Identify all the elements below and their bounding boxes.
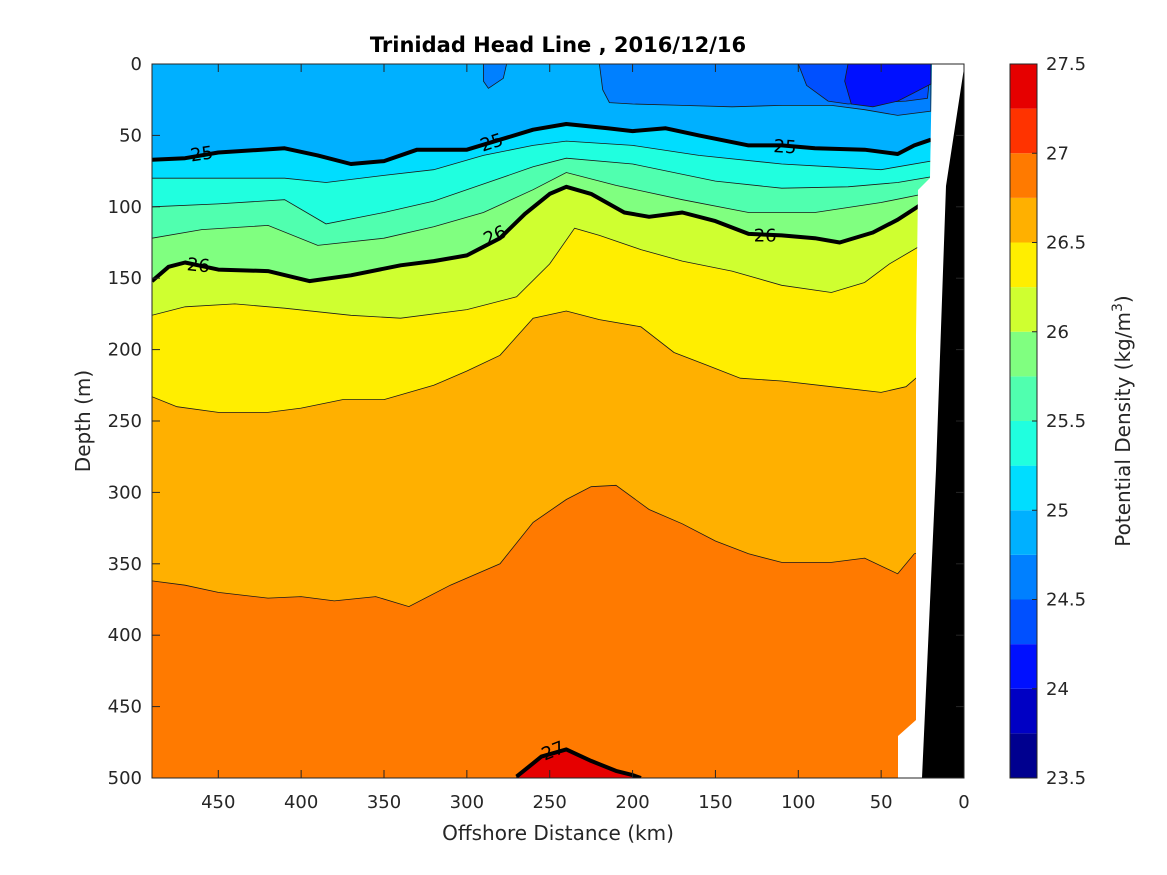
colorbar-label-superscript: 3	[1110, 303, 1126, 312]
y-tick-label: 400	[108, 625, 142, 646]
x-tick-label: 350	[367, 792, 401, 813]
colorbar-label-main: Potential Density (kg/m	[1111, 312, 1135, 547]
colorbar-tick-label: 26	[1046, 322, 1069, 343]
colorbar-segment	[1010, 64, 1037, 109]
contour-label-25-3: 25	[773, 136, 797, 159]
x-tick-label: 200	[615, 792, 649, 813]
colorbar-label: Potential Density (kg/m3)	[1110, 295, 1135, 546]
chart-title: Trinidad Head Line , 2016/12/16	[370, 33, 746, 57]
colorbar-segment	[1010, 599, 1037, 645]
x-tick-label: 50	[870, 792, 893, 813]
colorbar-segment	[1010, 421, 1037, 466]
colorbar-segment	[1010, 510, 1037, 555]
y-tick-label: 500	[108, 768, 142, 789]
x-axis-label: Offshore Distance (km)	[442, 821, 674, 845]
colorbar-segment	[1010, 733, 1037, 778]
x-tick-label: 250	[533, 792, 567, 813]
x-tick-label: 0	[958, 792, 969, 813]
colorbar: 23.5 24 24.5 25 25.5 26 26.5 27 27.5	[1009, 54, 1086, 789]
colorbar-segment	[1010, 153, 1037, 198]
contour-line-26	[152, 184, 932, 284]
colorbar-tick-label: 26.5	[1046, 233, 1086, 254]
colorbar-segment	[1010, 376, 1037, 421]
bathymetry-seafloor	[922, 68, 964, 778]
colorbar-segment	[1010, 688, 1037, 734]
contour-fill-26-75	[152, 484, 932, 778]
colorbar-tick-label: 24	[1046, 679, 1069, 700]
contour-fill-pocket-24	[844, 64, 932, 108]
contour-label-25-1: 25	[189, 142, 215, 166]
y-axis: 0 50 100 150 200 250 300 350 400 450 500	[108, 54, 964, 789]
x-tick-label: 400	[284, 792, 318, 813]
y-tick-label: 100	[108, 197, 142, 218]
y-tick-label: 450	[108, 697, 142, 718]
colorbar-segment	[1010, 554, 1037, 600]
y-tick-label: 250	[108, 411, 142, 432]
x-axis: 450 400 350 300 250 200 150 100 50 0	[201, 64, 970, 813]
x-tick-label: 450	[201, 792, 235, 813]
colorbar-tick-label: 24.5	[1046, 590, 1086, 611]
colorbar-label-close: )	[1111, 295, 1135, 303]
x-tick-label: 150	[698, 792, 732, 813]
colorbar-tick-label: 27.5	[1046, 54, 1086, 75]
x-tick-label: 100	[781, 792, 815, 813]
contour-line-25	[152, 122, 932, 166]
colorbar-segment	[1010, 108, 1037, 154]
colorbar-segment	[1010, 287, 1037, 332]
colorbar-segment	[1010, 331, 1037, 377]
contour-label-26-3: 26	[754, 225, 777, 246]
y-tick-label: 200	[108, 340, 142, 361]
colorbar-segment	[1010, 197, 1037, 243]
colorbar-segment	[1010, 644, 1037, 689]
y-tick-label: 300	[108, 482, 142, 503]
y-tick-label: 150	[108, 268, 142, 289]
y-tick-label: 350	[108, 554, 142, 575]
contour-fill-pocket-offshore	[482, 64, 508, 89]
y-tick-label: 0	[131, 54, 142, 75]
y-axis-label: Depth (m)	[71, 370, 95, 472]
colorbar-tick-label: 27	[1046, 143, 1069, 164]
colorbar-segment	[1010, 465, 1037, 511]
x-tick-label: 300	[450, 792, 484, 813]
colorbar-tick-label: 25.5	[1046, 411, 1086, 432]
colorbar-tick-label: 23.5	[1046, 768, 1086, 789]
colorbar-segment	[1010, 242, 1037, 288]
contour-label-26-1: 26	[186, 254, 211, 277]
y-tick-label: 50	[119, 125, 142, 146]
colorbar-tick-label: 25	[1046, 500, 1069, 521]
filled-contour-layers	[152, 64, 964, 778]
